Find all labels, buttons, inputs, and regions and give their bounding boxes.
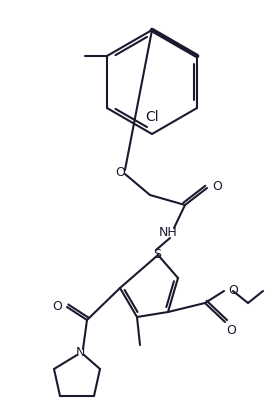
- Text: O: O: [226, 324, 236, 337]
- Text: NH: NH: [159, 225, 177, 238]
- Text: O: O: [228, 285, 238, 297]
- Text: O: O: [212, 181, 222, 193]
- Text: N: N: [75, 346, 85, 359]
- Text: S: S: [153, 248, 161, 262]
- Text: O: O: [115, 166, 125, 178]
- Text: Cl: Cl: [145, 110, 159, 124]
- Text: O: O: [52, 300, 62, 314]
